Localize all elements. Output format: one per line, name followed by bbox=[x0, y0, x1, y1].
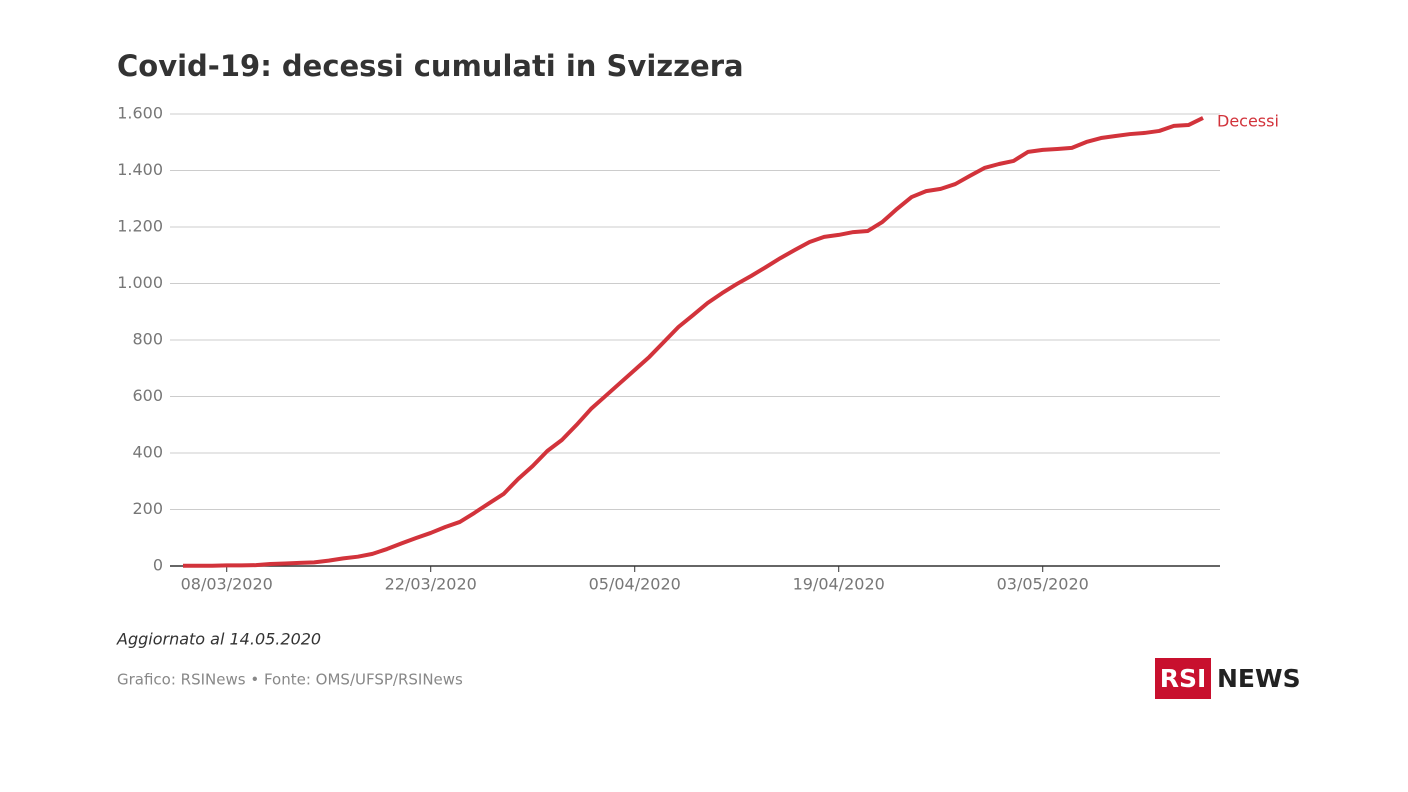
y-tick-label: 1.600 bbox=[117, 104, 163, 123]
y-tick-label: 1.000 bbox=[117, 273, 163, 292]
chart-title: Covid-19: decessi cumulati in Svizzera bbox=[117, 49, 744, 83]
source: Grafico: RSINews • Fonte: OMS/UFSP/RSINe… bbox=[117, 671, 463, 689]
logo-left: RSI bbox=[1160, 664, 1207, 693]
x-tick-label: 22/03/2020 bbox=[385, 575, 477, 594]
line bbox=[183, 116, 1204, 568]
x-tick-label: 08/03/2020 bbox=[181, 575, 273, 594]
x-tick-label: 05/04/2020 bbox=[589, 575, 681, 594]
logo-box bbox=[1155, 658, 1211, 699]
x-tick-label: 19/04/2020 bbox=[793, 575, 885, 594]
x-tick-label: 03/05/2020 bbox=[997, 575, 1089, 594]
y-tick-label: 600 bbox=[132, 386, 163, 405]
y-tick-label: 1.400 bbox=[117, 160, 163, 179]
logo-right: NEWS bbox=[1217, 664, 1301, 693]
series-label: Decessi bbox=[1217, 111, 1279, 130]
y-tick-label: 1.200 bbox=[117, 217, 163, 236]
y-tick-label: 400 bbox=[132, 443, 163, 462]
note: Aggiornato al 14.05.2020 bbox=[116, 630, 321, 649]
y-tick-label: 800 bbox=[132, 330, 163, 349]
y-tick-label: 200 bbox=[132, 499, 163, 518]
y-tick-label: 0 bbox=[153, 556, 163, 575]
